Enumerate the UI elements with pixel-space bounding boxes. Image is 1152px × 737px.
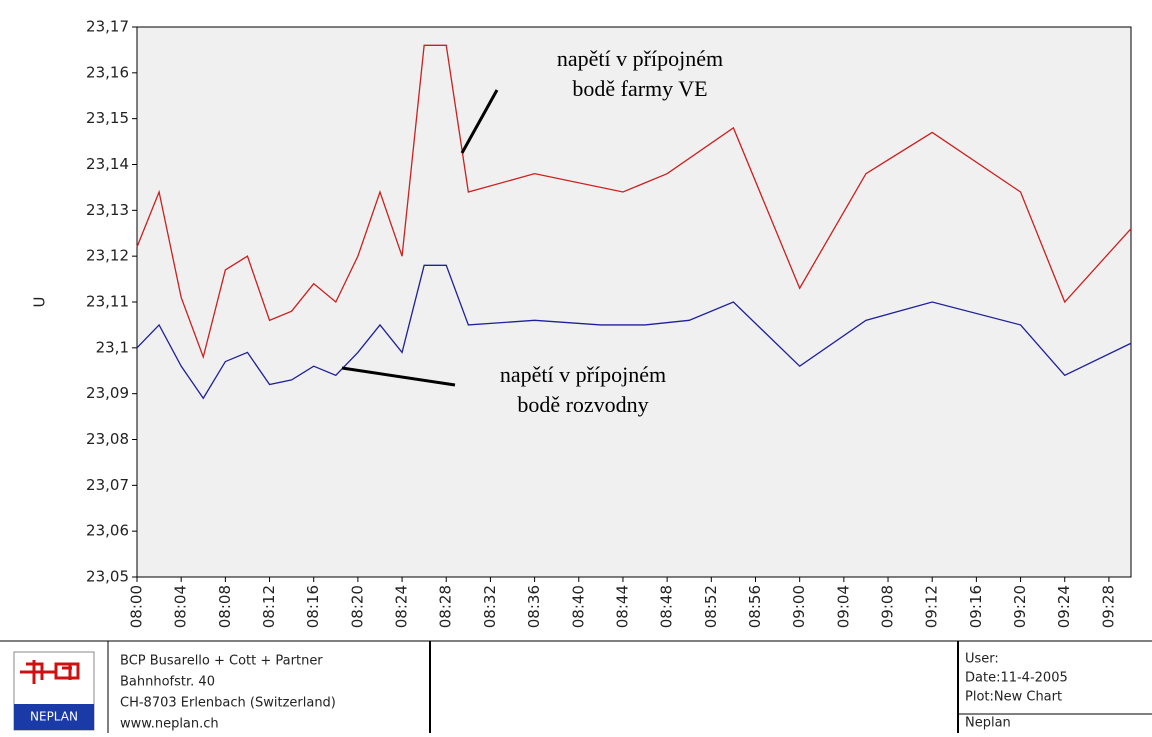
x-tick-label: 08:56 xyxy=(746,585,764,628)
y-tick-label: 23,07 xyxy=(86,476,129,494)
x-tick-label: 08:08 xyxy=(216,585,234,628)
x-tick-label: 09:16 xyxy=(967,585,985,628)
info-line: User: xyxy=(965,652,999,667)
x-tick-label: 08:44 xyxy=(613,585,631,628)
footer: NEPLAN xyxy=(0,640,1152,733)
x-tick-label: 08:20 xyxy=(348,585,366,628)
x-tick-label: 09:24 xyxy=(1055,585,1073,628)
x-tick-label: 08:40 xyxy=(569,585,587,628)
x-tick-label: 09:12 xyxy=(923,585,941,628)
x-tick-label: 09:28 xyxy=(1099,585,1117,628)
series-line xyxy=(136,264,1132,400)
annotation-text: napětí v přípojném xyxy=(557,46,723,71)
info-line: Plot:New Chart xyxy=(965,690,1062,705)
company-line: www.neplan.ch xyxy=(120,717,219,732)
y-tick-label: 23,1 xyxy=(96,338,129,356)
x-tick-label: 09:20 xyxy=(1011,585,1029,628)
y-tick-label: 23,06 xyxy=(86,522,129,540)
x-tick-label: 08:48 xyxy=(658,585,676,628)
y-tick-label: 23,16 xyxy=(86,63,129,81)
y-tick-label: 23,05 xyxy=(86,568,129,586)
y-tick-label: 23,12 xyxy=(86,247,129,265)
x-tick-label: 09:04 xyxy=(834,585,852,628)
company-line: BCP Busarello + Cott + Partner xyxy=(120,654,323,669)
info-line: Neplan xyxy=(965,716,1011,731)
plot-area xyxy=(136,26,1132,578)
y-tick-label: 23,08 xyxy=(86,430,129,448)
company-line: CH-8703 Erlenbach (Switzerland) xyxy=(120,696,336,711)
y-tick-label: 23,11 xyxy=(86,293,129,311)
info-line: Date:11-4-2005 xyxy=(965,671,1068,686)
y-tick-label: 23,17 xyxy=(86,18,129,36)
y-tick-label: 23,14 xyxy=(86,155,129,173)
x-tick-label: 08:24 xyxy=(393,585,411,628)
annotation-pointer xyxy=(341,366,456,387)
y-tick-label: 23,13 xyxy=(86,201,129,219)
annotation-pointer xyxy=(460,89,499,154)
series-line xyxy=(136,44,1132,360)
logo-icon xyxy=(20,660,80,684)
x-tick-label: 09:00 xyxy=(790,585,808,628)
x-tick-label: 08:28 xyxy=(437,585,455,628)
logo-text: NEPLAN xyxy=(30,710,78,724)
x-tick-label: 08:36 xyxy=(525,585,543,628)
annotation-text: bodě farmy VE xyxy=(572,76,707,101)
x-tick-label: 08:16 xyxy=(304,585,322,628)
x-tick-label: 08:00 xyxy=(128,585,146,628)
x-tick-label: 08:12 xyxy=(260,585,278,628)
annotation-text: napětí v přípojném xyxy=(500,362,666,387)
company-line: Bahnhofstr. 40 xyxy=(120,675,215,690)
x-tick-label: 09:08 xyxy=(879,585,897,628)
x-tick-label: 08:32 xyxy=(481,585,499,628)
y-axis-label: U xyxy=(31,297,49,308)
y-tick-label: 23,09 xyxy=(86,384,129,402)
annotation-text: bodě rozvodny xyxy=(517,392,648,417)
x-tick-label: 08:04 xyxy=(172,585,190,628)
logo-band xyxy=(14,704,94,730)
x-tick-label: 08:52 xyxy=(702,585,720,628)
y-tick-label: 23,15 xyxy=(86,109,129,127)
